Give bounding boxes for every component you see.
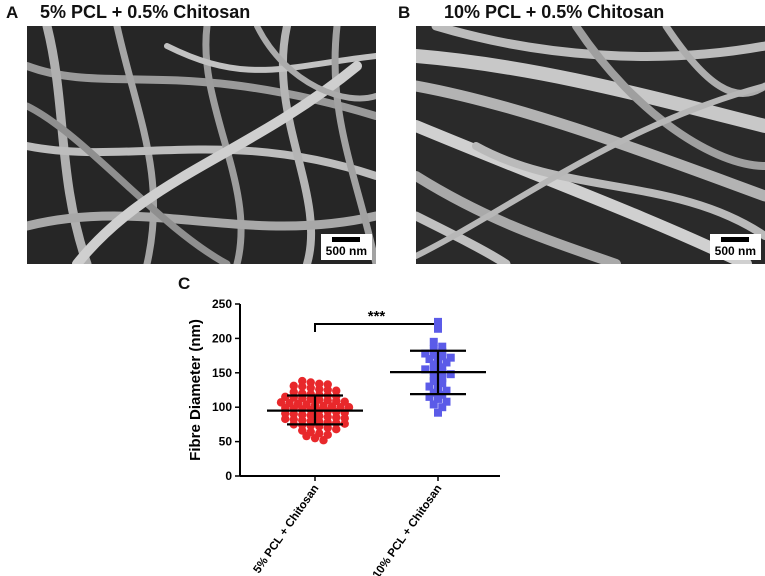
data-point [429,377,438,386]
data-point [446,353,455,362]
data-point [298,382,307,391]
y-tick-label: 200 [212,331,232,345]
data-point [442,386,451,395]
data-point [332,425,341,434]
x-category-label: 10% PCL + Chitosan [371,483,445,576]
scale-bar-a: 500 nm [320,234,372,260]
significance-bracket [314,323,439,332]
data-point [434,324,442,333]
data-point [421,365,430,374]
data-point [429,350,438,359]
significance-label: *** [368,308,386,325]
scale-bar-line-b [721,237,750,242]
data-point [429,360,438,369]
data-point [434,317,442,326]
y-tick-label: 250 [212,297,232,311]
y-tick-label: 100 [212,400,232,414]
data-point [340,419,349,428]
data-point [438,352,447,361]
data-point [438,348,447,357]
data-point [429,400,438,409]
scale-bar-line-a [332,237,361,242]
y-tick-label: 150 [212,366,232,380]
data-point [438,379,447,388]
scale-bar-b: 500 nm [709,234,761,260]
data-point [310,433,320,443]
y-axis-label: Fibre Diameter (nm) [187,319,204,461]
y-tick-label: 50 [219,435,233,449]
y-tick-label: 0 [225,469,232,483]
scale-bar-label-a: 500 nm [325,244,367,258]
data-point [306,383,315,393]
data-point [425,382,434,391]
panel-title-a: 5% PCL + 0.5% Chitosan [40,2,251,22]
data-point [429,345,438,354]
sem-fibres-a [27,26,376,264]
data-point [442,358,451,367]
data-point [438,374,447,383]
data-point [421,349,430,358]
data-point [442,397,451,406]
data-point [425,392,434,401]
sem-image-b: 500 nm [416,26,765,264]
panel-title-b: 10% PCL + 0.5% Chitosan [444,2,665,22]
data-point [319,436,328,445]
data-point [434,408,442,417]
data-point [438,363,447,372]
data-point [281,414,290,424]
data-point [429,388,438,397]
panel-letter-b: B [398,3,411,22]
data-point [429,337,438,346]
data-point [438,342,447,351]
sem-fibres-b [416,26,765,264]
panel-letter-c: C [178,274,191,293]
scale-bar-label-b: 500 nm [714,244,756,258]
x-category-label: 5% PCL + Chitosan [251,483,321,576]
data-point [434,394,442,403]
data-point [425,355,434,364]
data-point [438,403,447,412]
data-point [446,370,455,379]
data-point [302,431,311,441]
sem-image-a: 500 nm [27,26,376,264]
data-point [323,423,332,433]
data-point [429,372,438,381]
fibre-diameter-chart: 0 50 100 150 200 250 Fibre Diameter (nm) 5% PCL… [187,297,500,576]
data-point [289,381,298,391]
panel-letter-a: A [6,3,19,22]
